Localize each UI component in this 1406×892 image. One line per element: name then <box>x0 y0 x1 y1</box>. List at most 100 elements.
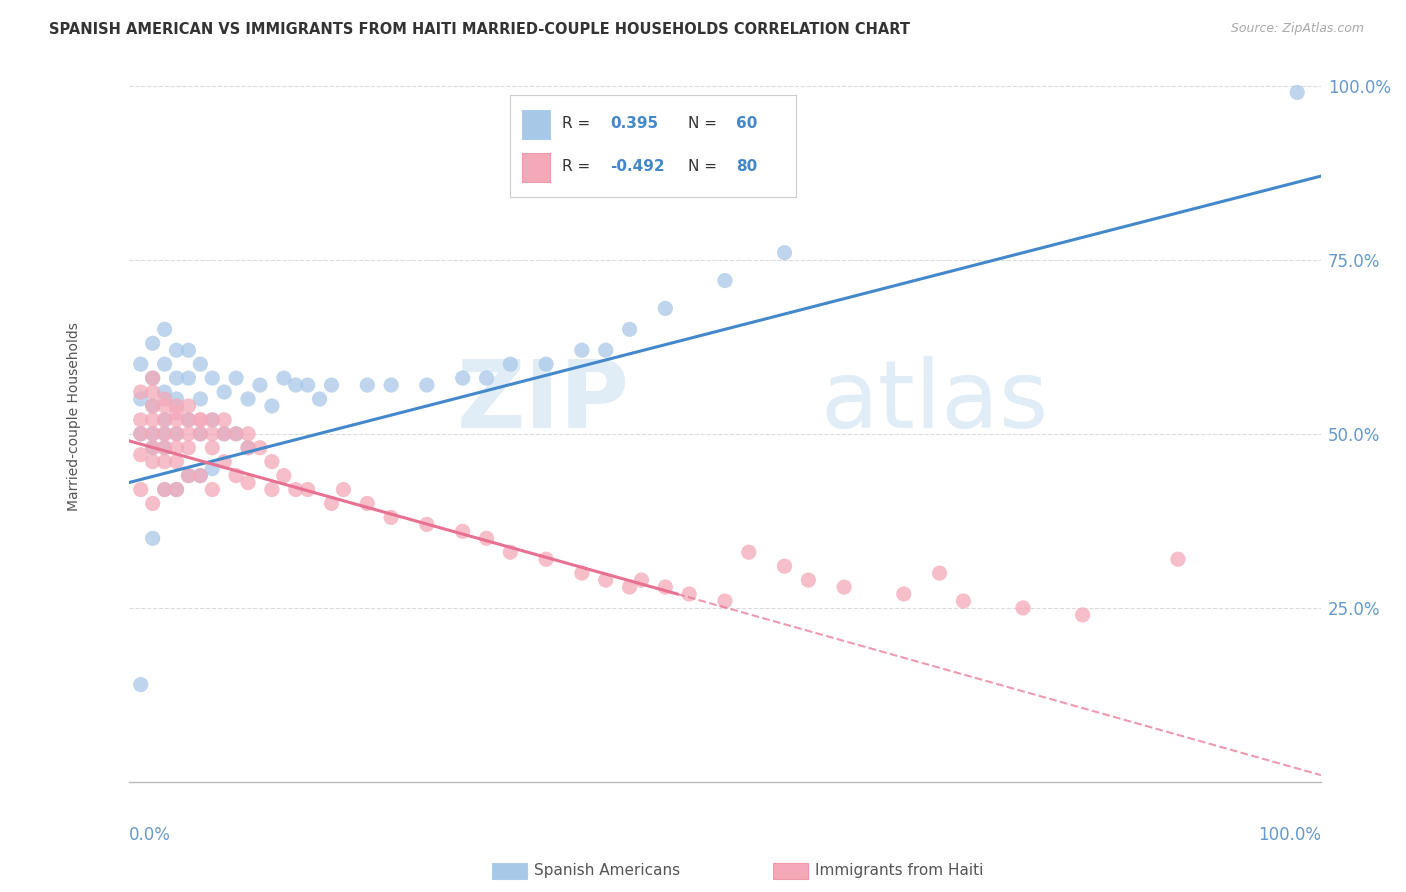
Point <box>416 517 439 532</box>
Point <box>129 392 152 406</box>
Point <box>236 475 259 490</box>
Point <box>451 524 474 539</box>
Point <box>177 441 200 455</box>
Point <box>166 426 188 441</box>
Point <box>225 426 247 441</box>
Point <box>356 496 378 510</box>
Point <box>129 413 152 427</box>
Point <box>201 371 224 385</box>
Point <box>142 336 165 351</box>
Point <box>190 468 212 483</box>
Point <box>714 594 737 608</box>
Point <box>212 426 235 441</box>
Point <box>129 357 152 371</box>
Point <box>499 357 522 371</box>
Point <box>177 371 200 385</box>
Point <box>738 545 761 559</box>
Point <box>142 441 165 455</box>
Point <box>166 406 188 420</box>
Point <box>129 448 152 462</box>
Point <box>832 580 855 594</box>
Point <box>177 413 200 427</box>
Point <box>249 378 271 392</box>
Point <box>129 426 152 441</box>
Point <box>284 483 307 497</box>
Text: SPANISH AMERICAN VS IMMIGRANTS FROM HAITI MARRIED-COUPLE HOUSEHOLDS CORRELATION : SPANISH AMERICAN VS IMMIGRANTS FROM HAIT… <box>49 22 910 37</box>
Point <box>153 455 176 469</box>
Point <box>142 441 165 455</box>
Point <box>1071 607 1094 622</box>
Point <box>201 413 224 427</box>
Text: 100.0%: 100.0% <box>1258 826 1322 844</box>
Point <box>153 426 176 441</box>
Text: atlas: atlas <box>820 356 1049 448</box>
Point <box>201 426 224 441</box>
Point <box>236 426 259 441</box>
Point <box>619 322 641 336</box>
Point <box>893 587 915 601</box>
Point <box>773 559 796 574</box>
Point <box>678 587 700 601</box>
Point <box>190 426 212 441</box>
Point <box>308 392 330 406</box>
Point <box>534 357 557 371</box>
Point <box>166 399 188 413</box>
Point <box>225 426 247 441</box>
Point <box>177 468 200 483</box>
Point <box>1167 552 1189 566</box>
Point <box>166 426 188 441</box>
Point <box>142 455 165 469</box>
Point <box>153 357 176 371</box>
Point <box>142 399 165 413</box>
Point <box>153 426 176 441</box>
Point <box>190 392 212 406</box>
Point <box>153 413 176 427</box>
Point <box>321 378 343 392</box>
Point <box>451 371 474 385</box>
Point <box>1012 601 1035 615</box>
Point <box>236 392 259 406</box>
Point <box>212 384 235 399</box>
Point <box>190 468 212 483</box>
Point <box>534 552 557 566</box>
Point <box>201 483 224 497</box>
Point <box>212 413 235 427</box>
Point <box>153 322 176 336</box>
Point <box>297 378 319 392</box>
Point <box>201 441 224 455</box>
Point <box>499 545 522 559</box>
Point <box>952 594 974 608</box>
Point <box>166 371 188 385</box>
Point <box>475 531 498 545</box>
Point <box>142 426 165 441</box>
Point <box>714 274 737 288</box>
Point <box>142 426 165 441</box>
Point <box>249 441 271 455</box>
Text: Source: ZipAtlas.com: Source: ZipAtlas.com <box>1230 22 1364 36</box>
Point <box>321 496 343 510</box>
Point <box>595 343 617 358</box>
Point <box>332 483 354 497</box>
Point <box>273 371 295 385</box>
Point <box>571 566 593 581</box>
Point <box>797 573 820 587</box>
Point <box>225 371 247 385</box>
Point <box>260 399 283 413</box>
Point <box>260 483 283 497</box>
Point <box>225 468 247 483</box>
Point <box>928 566 950 581</box>
Point <box>166 343 188 358</box>
Point <box>142 496 165 510</box>
Point <box>190 426 212 441</box>
Point <box>153 413 176 427</box>
Point <box>177 426 200 441</box>
Point <box>129 483 152 497</box>
Point <box>142 371 165 385</box>
Point <box>212 455 235 469</box>
Point <box>380 510 402 524</box>
Point <box>153 483 176 497</box>
Point <box>212 426 235 441</box>
Text: Spanish Americans: Spanish Americans <box>534 863 681 878</box>
Point <box>153 384 176 399</box>
Point <box>177 399 200 413</box>
